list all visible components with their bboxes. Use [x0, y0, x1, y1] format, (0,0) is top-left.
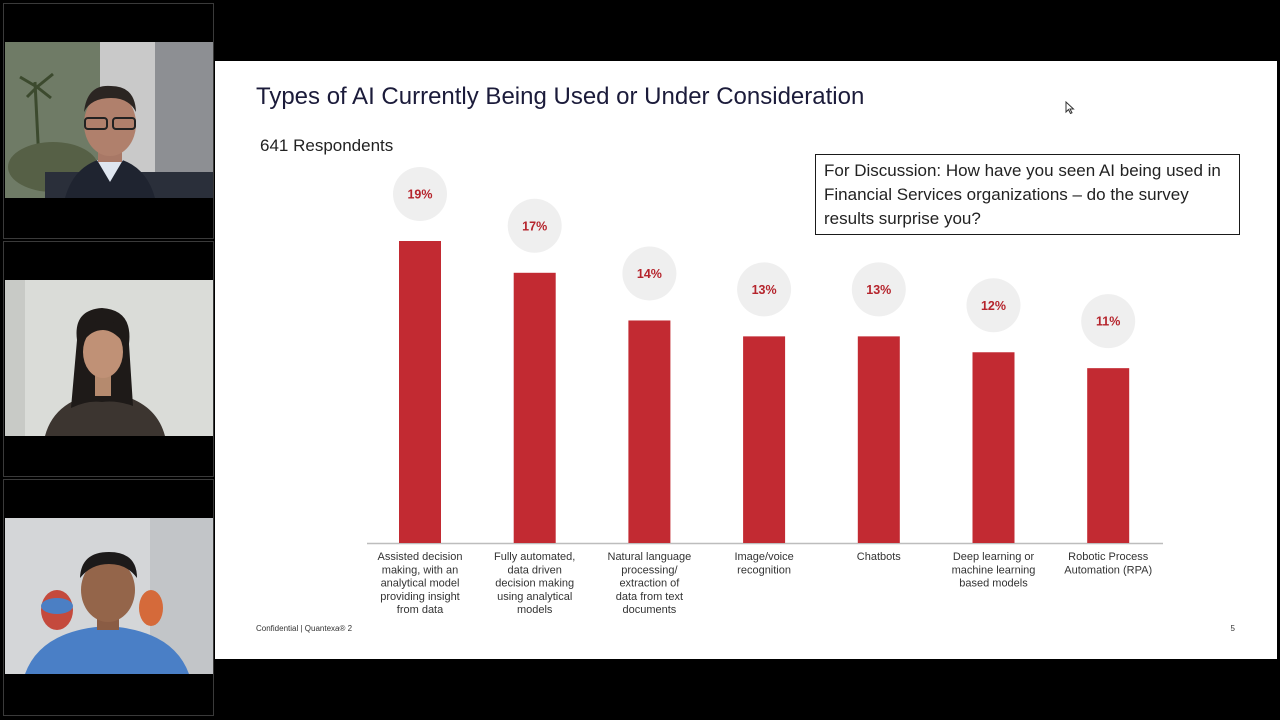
participant-video-3[interactable] — [5, 518, 213, 674]
participant-video-1[interactable] — [5, 42, 213, 198]
bar — [743, 336, 786, 543]
respondents-count: 641 Respondents — [260, 136, 394, 155]
value-bubble — [507, 198, 562, 253]
bar — [399, 241, 441, 543]
slide-title: Types of AI Currently Being Used or Unde… — [256, 83, 865, 110]
mouse-cursor-icon — [1065, 101, 1075, 115]
slide-footer: Confidential | Quantexa® 2 — [256, 624, 353, 633]
bar — [857, 336, 900, 543]
bar — [513, 272, 556, 543]
value-bubble — [737, 262, 792, 317]
data-label: 13% — [866, 283, 891, 297]
page-number: 5 — [1230, 624, 1235, 633]
value-bubble — [1081, 294, 1136, 349]
data-label: 12% — [981, 299, 1006, 313]
value-bubble — [393, 167, 447, 221]
value-bubble — [966, 278, 1021, 333]
data-label: 11% — [1096, 315, 1120, 329]
category-label: Natural language processing/extraction of… — [608, 551, 692, 616]
bar-chart: 19% Assisted decision making, with an analy… — [367, 167, 1163, 616]
value-bubble — [851, 262, 906, 317]
data-label: 14% — [637, 267, 662, 281]
category-label: Assisted decision making, with an analytic… — [378, 551, 463, 616]
presentation-slide: Types of AI Currently Being Used or Unde… — [215, 61, 1277, 659]
data-label: 19% — [407, 188, 432, 202]
category-label: Deep learning or machine learning based mo… — [952, 551, 1036, 590]
data-label: 13% — [752, 283, 777, 297]
category-label: Chatbots — [857, 551, 902, 563]
category-label: Robotic Process Automation (RPA) — [1064, 551, 1152, 576]
category-label: Image/voice recognition — [734, 551, 793, 576]
data-label: 17% — [522, 219, 547, 233]
bar — [972, 352, 1015, 543]
participant-video-2[interactable] — [5, 280, 213, 436]
value-bubble — [622, 246, 677, 301]
bar — [1087, 368, 1130, 543]
discussion-box: For Discussion: How have you seen AI bei… — [815, 154, 1240, 235]
category-label: Fully automated, data driven decision maki… — [494, 551, 575, 616]
bar — [628, 320, 671, 543]
